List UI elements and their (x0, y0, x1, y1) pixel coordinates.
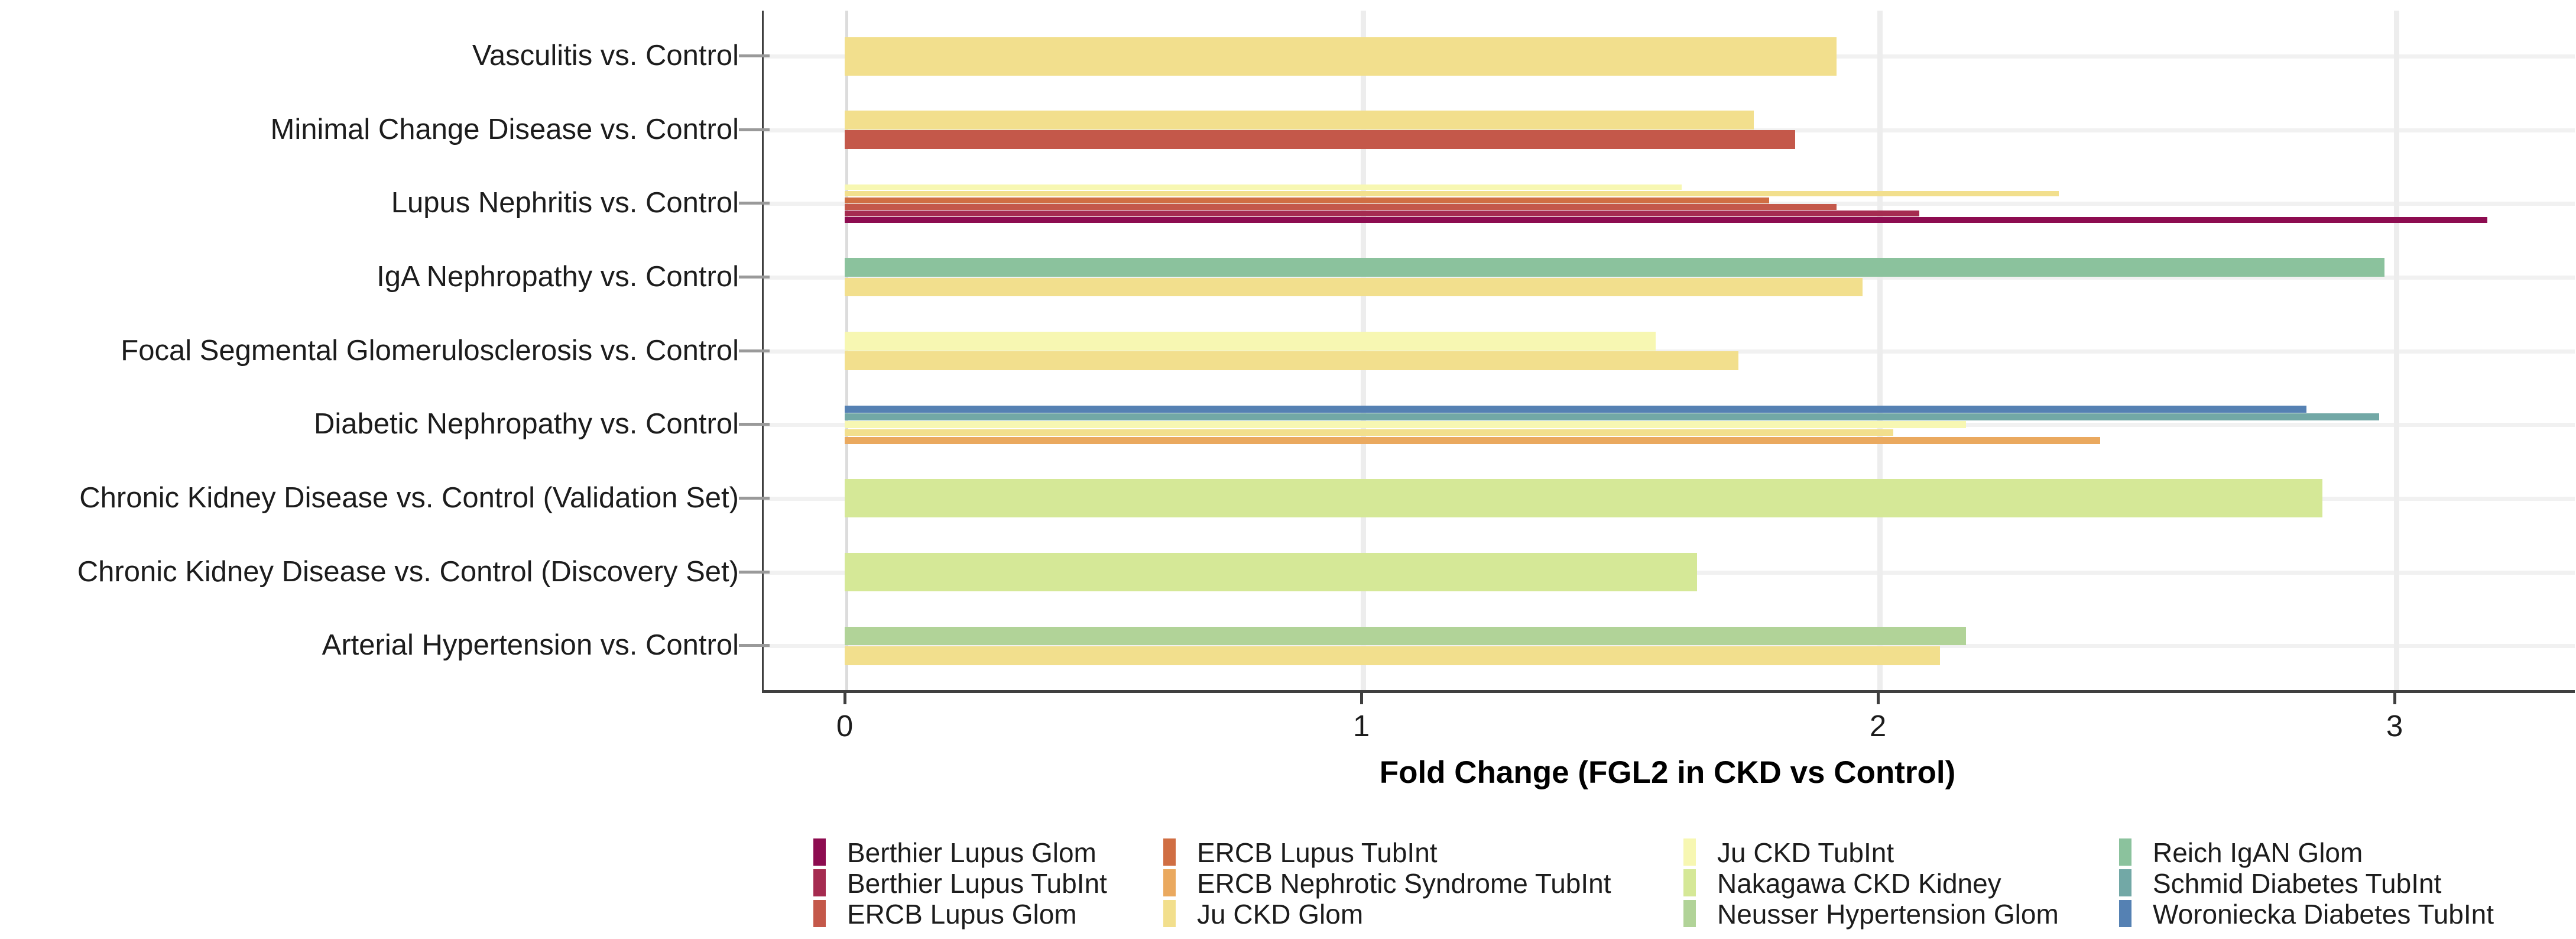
grid-line-vertical (2394, 11, 2399, 690)
legend-label: Neusser Hypertension Glom (1717, 899, 2059, 930)
legend-swatch (1163, 869, 1176, 896)
bar (845, 190, 2059, 197)
legend-swatch (2119, 900, 2131, 927)
grid-line-horizontal (764, 275, 2575, 280)
bar (845, 204, 1837, 210)
x-axis-title: Fold Change (FGL2 in CKD vs Control) (1379, 755, 1956, 790)
legend-label: Berthier Lupus TubInt (847, 868, 1107, 899)
bar (845, 111, 1754, 129)
grid-line-horizontal (764, 128, 2575, 132)
grid-line-horizontal (764, 202, 2575, 206)
bar (845, 37, 1837, 76)
y-axis-label: IgA Nephropathy vs. Control (377, 260, 739, 293)
legend-swatch (1683, 869, 1696, 896)
bar (845, 421, 1966, 429)
y-axis-label: Chronic Kidney Disease vs. Control (Disc… (77, 555, 739, 588)
bar (845, 436, 2100, 444)
y-axis-label: Chronic Kidney Disease vs. Control (Vali… (79, 481, 739, 514)
y-tick (739, 644, 770, 647)
legend-label: Schmid Diabetes TubInt (2153, 868, 2442, 899)
y-axis-label: Lupus Nephritis vs. Control (391, 187, 739, 219)
x-tick (1877, 693, 1880, 704)
y-tick (739, 570, 770, 574)
bar (845, 197, 1769, 203)
x-tick (1360, 693, 1363, 704)
legend-label: Ju CKD TubInt (1717, 837, 1894, 868)
y-tick (739, 128, 770, 131)
bar (845, 217, 2487, 223)
bar (845, 211, 1919, 216)
legend-swatch (1163, 838, 1176, 866)
legend-swatch (1163, 900, 1176, 927)
bar (845, 429, 1893, 436)
bar (845, 332, 1656, 351)
y-axis-label: Diabetic Nephropathy vs. Control (313, 408, 739, 441)
x-tick (2393, 693, 2396, 704)
x-tick-label: 2 (1869, 709, 1887, 743)
y-tick (739, 423, 770, 426)
bar (845, 405, 2306, 413)
legend-swatch (2119, 838, 2131, 866)
legend-swatch (1683, 838, 1696, 866)
legend-label: Reich IgAN Glom (2153, 837, 2363, 868)
bar (845, 479, 2322, 518)
grid-line-vertical (1877, 11, 1883, 690)
legend-swatch (813, 869, 826, 896)
y-tick (739, 54, 770, 57)
legend-label: Nakagawa CKD Kidney (1717, 868, 2001, 899)
y-axis-label: Minimal Change Disease vs. Control (270, 113, 739, 145)
legend-swatch (2119, 869, 2131, 896)
y-axis-label: Arterial Hypertension vs. Control (322, 629, 739, 662)
legend-label: Berthier Lupus Glom (847, 837, 1096, 868)
grid-line-horizontal (764, 644, 2575, 649)
bar (845, 130, 1795, 150)
legend-label: ERCB Lupus TubInt (1197, 837, 1438, 868)
legend-swatch (813, 900, 826, 927)
grid-line-horizontal (764, 349, 2575, 354)
x-tick (843, 693, 846, 704)
bar (845, 351, 1738, 371)
bar (845, 646, 1940, 665)
legend-label: ERCB Nephrotic Syndrome TubInt (1197, 868, 1611, 899)
plot-panel (762, 11, 2575, 693)
y-tick (739, 275, 770, 279)
y-tick (739, 202, 770, 205)
bar (845, 184, 1682, 190)
y-axis-label: Focal Segmental Glomerulosclerosis vs. C… (121, 334, 739, 367)
legend-label: Ju CKD Glom (1197, 899, 1364, 930)
legend-swatch (1683, 900, 1696, 927)
bar (845, 553, 1697, 592)
bar (845, 258, 2384, 277)
x-tick-label: 0 (836, 709, 854, 743)
legend-label: ERCB Lupus Glom (847, 899, 1077, 930)
y-tick (739, 349, 770, 352)
legend-swatch (813, 838, 826, 866)
bar (845, 413, 2379, 420)
bar (845, 626, 1966, 646)
legend-label: Woroniecka Diabetes TubInt (2153, 899, 2494, 930)
x-tick-label: 1 (1352, 709, 1370, 743)
x-tick-label: 3 (2386, 709, 2403, 743)
y-axis-label: Vasculitis vs. Control (472, 40, 739, 72)
y-tick (739, 496, 770, 500)
bar (845, 277, 1863, 297)
